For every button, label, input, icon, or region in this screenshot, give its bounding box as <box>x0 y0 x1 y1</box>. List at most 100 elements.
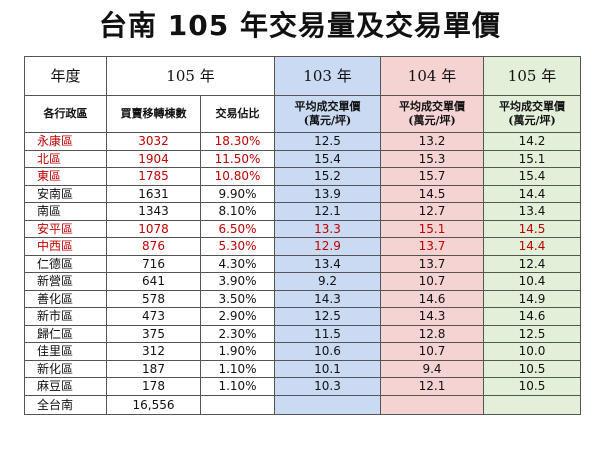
year-103-cell: 103 年 <box>274 56 381 96</box>
price-104-cell: 15.7 <box>380 167 484 186</box>
year-105-cell: 105 年 <box>483 56 581 96</box>
table-row: 新市區 473 2.90% 12.5 14.3 14.6 <box>24 307 581 326</box>
year-header-row: 年度 105 年 103 年 104 年 105 年 <box>24 56 581 96</box>
table-row: 東區 1785 10.80% 15.2 15.7 15.4 <box>24 167 581 186</box>
price-103-cell: 12.1 <box>274 202 381 221</box>
price-104-header-title: 平均成交單價 <box>399 100 465 114</box>
district-cell: 東區 <box>24 167 107 186</box>
share-cell: 5.30% <box>200 237 275 256</box>
price-105-cell: 14.4 <box>483 237 581 256</box>
price-103-header-title: 平均成交單價 <box>294 100 361 114</box>
price-104-cell: 13.7 <box>380 237 484 256</box>
price-104-header: 平均成交單價 (萬元/坪) <box>380 95 484 133</box>
table-row: 安平區 1078 6.50% 13.3 15.1 14.5 <box>24 219 581 238</box>
year-104-cell: 104 年 <box>380 56 484 96</box>
year-label-cell: 年度 <box>24 56 107 96</box>
transfers-cell: 1078 <box>106 219 201 238</box>
price-103-header-unit: (萬元/坪) <box>303 114 352 127</box>
price-105-cell: 15.4 <box>483 167 581 186</box>
price-105-cell: 12.5 <box>483 324 581 343</box>
price-105-header: 平均成交單價 (萬元/坪) <box>483 95 581 133</box>
transfers-cell: 876 <box>106 237 201 256</box>
table-row: 永康區 3032 18.30% 12.5 13.2 14.2 <box>24 132 581 151</box>
transfers-cell: 1631 <box>106 184 201 203</box>
share-cell: 2.90% <box>200 307 275 326</box>
price-105-cell: 15.1 <box>483 149 581 168</box>
price-104-cell: 10.7 <box>380 342 484 361</box>
price-104-cell: 15.3 <box>380 149 484 168</box>
price-104-cell: 13.7 <box>380 254 484 273</box>
table-row: 北區 1904 11.50% 15.4 15.3 15.1 <box>24 149 581 168</box>
table-row: 中西區 876 5.30% 12.9 13.7 14.4 <box>24 237 581 256</box>
share-cell: 1.90% <box>200 342 275 361</box>
transfers-cell: 1343 <box>106 202 201 221</box>
share-header: 交易佔比 <box>200 95 275 133</box>
price-103-cell: 13.3 <box>274 219 381 238</box>
district-cell: 北區 <box>24 149 107 168</box>
price-103-cell: 15.4 <box>274 149 381 168</box>
total-district-cell: 全台南 <box>24 394 107 415</box>
transfers-cell: 187 <box>106 359 201 378</box>
transfers-cell: 1904 <box>106 149 201 168</box>
price-103-cell: 9.2 <box>274 272 381 291</box>
share-cell: 9.90% <box>200 184 275 203</box>
price-105-cell: 14.5 <box>483 219 581 238</box>
price-103-cell: 13.4 <box>274 254 381 273</box>
table-row: 新營區 641 3.90% 9.2 10.7 10.4 <box>24 272 581 291</box>
price-103-cell: 12.5 <box>274 132 381 151</box>
share-cell: 6.50% <box>200 219 275 238</box>
price-103-cell: 11.5 <box>274 324 381 343</box>
price-103-cell: 13.9 <box>274 184 381 203</box>
table-row: 南區 1343 8.10% 12.1 12.7 13.4 <box>24 202 581 221</box>
share-cell: 1.10% <box>200 377 275 396</box>
table-row: 善化區 578 3.50% 14.3 14.6 14.9 <box>24 289 581 308</box>
district-cell: 善化區 <box>24 289 107 308</box>
price-105-header-unit: (萬元/坪) <box>508 114 556 127</box>
price-104-cell: 12.7 <box>380 202 484 221</box>
column-header-row: 各行政區 買賣移轉棟數 交易佔比 平均成交單價 (萬元/坪) 平均成交單價 (萬… <box>24 95 581 133</box>
share-cell: 1.10% <box>200 359 275 378</box>
district-cell: 歸仁區 <box>24 324 107 343</box>
table-row: 安南區 1631 9.90% 13.9 14.5 14.4 <box>24 184 581 203</box>
price-103-cell: 10.3 <box>274 377 381 396</box>
table-row: 仁德區 716 4.30% 13.4 13.7 12.4 <box>24 254 581 273</box>
year-105-main-cell: 105 年 <box>106 56 275 96</box>
transfers-cell: 641 <box>106 272 201 291</box>
district-cell: 麻豆區 <box>24 377 107 396</box>
share-cell: 2.30% <box>200 324 275 343</box>
price-table: 年度 105 年 103 年 104 年 105 年 各行政區 買賣移轉棟數 交… <box>24 56 581 415</box>
price-103-cell: 12.5 <box>274 307 381 326</box>
total-share-cell <box>200 394 275 415</box>
table-row: 新化區 187 1.10% 10.1 9.4 10.5 <box>24 359 581 378</box>
district-cell: 南區 <box>24 202 107 221</box>
district-cell: 永康區 <box>24 132 107 151</box>
price-105-cell: 10.0 <box>483 342 581 361</box>
price-104-header-unit: (萬元/坪) <box>408 114 456 127</box>
total-price-103-cell <box>274 394 381 415</box>
total-price-104-cell <box>380 394 484 415</box>
price-104-cell: 12.1 <box>380 377 484 396</box>
transfers-header: 買賣移轉棟數 <box>106 95 201 133</box>
transfers-cell: 312 <box>106 342 201 361</box>
share-cell: 8.10% <box>200 202 275 221</box>
table-row: 麻豆區 178 1.10% 10.3 12.1 10.5 <box>24 377 581 396</box>
transfers-cell: 178 <box>106 377 201 396</box>
district-cell: 安平區 <box>24 219 107 238</box>
table-row: 佳里區 312 1.90% 10.6 10.7 10.0 <box>24 342 581 361</box>
total-row: 全台南 16,556 <box>24 394 581 415</box>
transfers-cell: 473 <box>106 307 201 326</box>
price-104-cell: 15.1 <box>380 219 484 238</box>
district-cell: 佳里區 <box>24 342 107 361</box>
price-103-header: 平均成交單價 (萬元/坪) <box>274 95 381 133</box>
price-104-cell: 14.6 <box>380 289 484 308</box>
share-cell: 10.80% <box>200 167 275 186</box>
share-cell: 3.90% <box>200 272 275 291</box>
total-transfers-cell: 16,556 <box>106 394 201 415</box>
share-cell: 18.30% <box>200 132 275 151</box>
district-cell: 新化區 <box>24 359 107 378</box>
district-cell: 新營區 <box>24 272 107 291</box>
price-105-cell: 12.4 <box>483 254 581 273</box>
price-105-cell: 14.2 <box>483 132 581 151</box>
price-103-cell: 15.2 <box>274 167 381 186</box>
price-105-cell: 10.4 <box>483 272 581 291</box>
